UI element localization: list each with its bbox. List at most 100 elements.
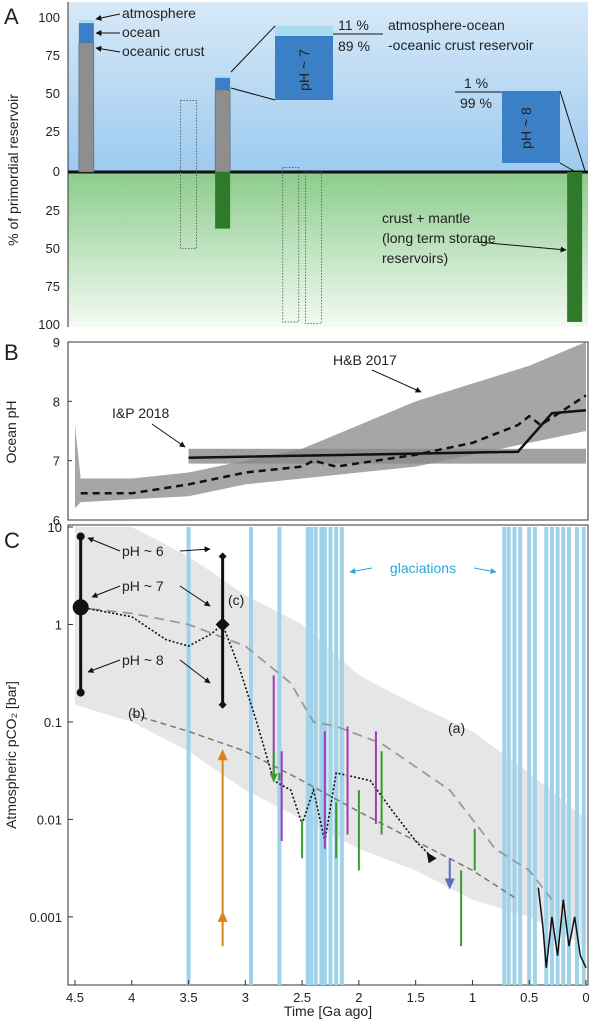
bar-oceanic-crust bbox=[78, 42, 95, 173]
inset-ph7-bottom-pct: 89 % bbox=[338, 38, 370, 54]
ph8-point bbox=[218, 700, 227, 709]
glaciations-arrow-right bbox=[473, 567, 497, 574]
reservoir-label-top: atmosphere-ocean bbox=[388, 17, 505, 33]
hb2017-median-line bbox=[80, 394, 587, 495]
glaciation-bar bbox=[313, 527, 318, 985]
panel-b-ytick: 7 bbox=[53, 454, 60, 469]
dotted-box bbox=[180, 100, 197, 249]
glaciation-bar bbox=[309, 527, 314, 985]
glaciation-bar bbox=[249, 527, 254, 985]
curve-a-label: (a) bbox=[448, 720, 465, 736]
curve-c-arrowhead bbox=[426, 852, 437, 864]
ph8-point bbox=[76, 688, 85, 697]
panel-c-label: C bbox=[4, 528, 20, 553]
panel-a-bottom-region bbox=[68, 172, 588, 327]
legend-ocean: ocean bbox=[122, 24, 160, 40]
panel-a-ytick: 100 bbox=[38, 317, 60, 332]
glaciation-bar bbox=[334, 527, 339, 985]
bar-atmosphere bbox=[78, 20, 94, 24]
panel-a-bars bbox=[78, 20, 583, 322]
panel-a-ytick: 75 bbox=[46, 48, 60, 63]
panel-b-y-label: Ocean pH bbox=[3, 400, 19, 463]
storage-pointer bbox=[477, 241, 567, 253]
panel-a-label: A bbox=[4, 4, 19, 29]
panel-b-plot bbox=[75, 342, 587, 509]
panel-c-y-ticks: 10 1 0.1 0.01 0.001 bbox=[29, 520, 73, 925]
hb2017-band bbox=[75, 342, 586, 509]
dotted-box bbox=[282, 167, 300, 323]
panel-c-ytick: 0.001 bbox=[29, 910, 62, 925]
reservoir-label-bottom-3: reservoirs) bbox=[382, 250, 448, 266]
glaciation-bar bbox=[549, 527, 554, 985]
hb2017-pointer bbox=[371, 369, 422, 393]
panel-c-ytick: 1 bbox=[55, 617, 62, 632]
blue-arrowhead bbox=[444, 878, 455, 890]
panel-c-xtick: 1.5 bbox=[407, 990, 425, 1005]
panel-a-ytick: 25 bbox=[46, 124, 60, 139]
panel-c-ytick: 0.01 bbox=[37, 812, 62, 827]
bar-ocean bbox=[215, 77, 231, 90]
glaciation-bar bbox=[186, 527, 191, 985]
panel-c-ytick: 0.1 bbox=[44, 715, 62, 730]
panel-b-ytick: 6 bbox=[53, 513, 60, 528]
glaciation-bar bbox=[502, 527, 507, 985]
dotted-box bbox=[305, 171, 322, 324]
glaciation-bar bbox=[305, 527, 310, 985]
reservoir-label-bottom: crust + mantle bbox=[382, 210, 471, 226]
panel-c-plot bbox=[72, 527, 587, 985]
inset-ph8-connector bbox=[559, 162, 575, 172]
legend-oceanic-crust: oceanic crust bbox=[122, 43, 205, 59]
orange-arrowhead bbox=[217, 910, 228, 922]
legend-pointer bbox=[95, 13, 121, 21]
glaciation-bar bbox=[566, 527, 571, 985]
inset-ph7-connector bbox=[230, 25, 276, 73]
curve-c bbox=[80, 606, 434, 859]
panel-b: B 6 7 8 9 Ocean pH H&B 2017 I&P 2018 bbox=[3, 335, 589, 528]
ip2018-line bbox=[188, 408, 587, 459]
ph6-pointer-right bbox=[179, 546, 211, 553]
bar-storage bbox=[567, 172, 583, 322]
ph7-point bbox=[215, 617, 230, 632]
panel-c: C 10 1 0.1 0.01 0.001 4.5 4 3.5 3 2.5 2 1.5 1 0.5 0 A… bbox=[3, 520, 590, 1019]
bar-atmosphere bbox=[215, 75, 231, 78]
bar-storage bbox=[215, 172, 231, 229]
legend-pointer bbox=[95, 45, 121, 53]
panel-a-ytick: 0 bbox=[53, 164, 60, 179]
glaciation-bar bbox=[328, 527, 333, 985]
panel-c-ytick: 10 bbox=[48, 520, 62, 535]
phanerozoic-line bbox=[537, 887, 587, 969]
inset-ph8: pH ~ 8 1 % 99 % bbox=[455, 75, 586, 172]
inset-ph8-segment bbox=[502, 91, 560, 163]
panel-c-xtick: 3 bbox=[242, 990, 249, 1005]
panel-b-label: B bbox=[4, 340, 19, 365]
glaciation-bar bbox=[561, 527, 566, 985]
inset-ph7-label: pH ~ 7 bbox=[296, 49, 312, 91]
panel-c-xtick: 0.5 bbox=[520, 990, 538, 1005]
inset-ph8-top-pct: 1 % bbox=[464, 75, 488, 91]
panel-b-y-ticks: 6 7 8 9 bbox=[53, 335, 72, 528]
glaciation-bar bbox=[506, 527, 511, 985]
ph6-label: pH ~ 6 bbox=[122, 543, 164, 559]
panel-a-y-ticks: 100 75 50 25 0 25 50 75 100 bbox=[38, 10, 60, 332]
ph7-point bbox=[72, 599, 89, 616]
ph6-point bbox=[218, 552, 227, 561]
panel-c-xtick: 4 bbox=[128, 990, 135, 1005]
panel-c-xtick: 2 bbox=[355, 990, 362, 1005]
curve-b bbox=[131, 713, 519, 901]
glaciation-bar bbox=[527, 527, 532, 985]
ph8-label: pH ~ 8 bbox=[122, 652, 164, 668]
glaciation-bar bbox=[532, 527, 537, 985]
glaciation-bar bbox=[319, 527, 324, 985]
inset-ph8-bottom-pct: 99 % bbox=[460, 95, 492, 111]
panel-c-xtick: 3.5 bbox=[180, 990, 198, 1005]
panel-c-x-ticks: 4.5 4 3.5 3 2.5 2 1.5 1 0.5 0 bbox=[66, 980, 590, 1005]
panel-c-y-label: Atmospheric pCO₂ [bar] bbox=[3, 681, 19, 829]
glaciation-bar bbox=[544, 527, 549, 985]
panel-a-dotted-boxes bbox=[180, 100, 322, 324]
inset-ph7-top-segment bbox=[275, 26, 333, 36]
inset-ph8-label: pH ~ 8 bbox=[518, 107, 534, 149]
panel-b-ytick: 8 bbox=[53, 394, 60, 409]
inset-ph8-connector bbox=[559, 90, 586, 172]
glaciation-bar bbox=[339, 527, 344, 985]
panel-a-ytick: 50 bbox=[46, 241, 60, 256]
